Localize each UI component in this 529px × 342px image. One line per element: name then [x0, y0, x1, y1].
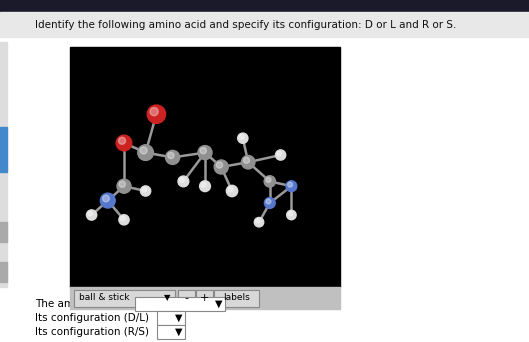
Circle shape [226, 185, 238, 197]
Circle shape [266, 177, 271, 182]
Circle shape [147, 105, 166, 123]
Circle shape [228, 187, 233, 192]
Circle shape [256, 219, 260, 223]
Text: ▼: ▼ [215, 299, 223, 309]
Circle shape [277, 151, 281, 156]
Text: Its configuration (R/S): Its configuration (R/S) [35, 327, 149, 337]
Text: Identify the following amino acid and specify its configuration: D or L and R or: Identify the following amino acid and sp… [35, 20, 457, 30]
Circle shape [243, 157, 250, 163]
Text: Its configuration (D/L): Its configuration (D/L) [35, 313, 149, 323]
Circle shape [101, 193, 115, 208]
Circle shape [288, 182, 293, 187]
Bar [0, 42, 7, 287]
Circle shape [178, 176, 189, 187]
Bar [0, 12, 529, 37]
FancyBboxPatch shape [74, 289, 175, 306]
Circle shape [103, 195, 110, 202]
Circle shape [200, 147, 206, 154]
Text: The amino acid is: The amino acid is [35, 299, 127, 309]
Circle shape [201, 182, 206, 187]
FancyBboxPatch shape [135, 297, 225, 311]
Text: -: - [184, 293, 188, 303]
Circle shape [119, 215, 129, 225]
Circle shape [119, 181, 125, 187]
Circle shape [118, 137, 125, 144]
Circle shape [116, 135, 132, 151]
Circle shape [140, 147, 147, 154]
Text: ▼: ▼ [175, 313, 183, 323]
Circle shape [168, 152, 174, 159]
Circle shape [117, 179, 131, 193]
Circle shape [138, 145, 153, 160]
Circle shape [142, 187, 147, 192]
Text: labels: labels [223, 293, 249, 303]
FancyBboxPatch shape [157, 325, 185, 339]
Bar [0, 127, 7, 172]
Bar [0, 262, 7, 282]
Circle shape [264, 198, 275, 208]
Circle shape [238, 133, 248, 143]
Circle shape [276, 150, 286, 160]
Circle shape [214, 160, 228, 174]
Circle shape [199, 181, 211, 192]
Text: +: + [199, 293, 208, 303]
Circle shape [150, 107, 158, 116]
Text: ball & stick: ball & stick [79, 293, 130, 303]
Bar [70, 47, 340, 287]
Circle shape [166, 150, 180, 165]
Circle shape [86, 210, 97, 220]
Circle shape [239, 134, 244, 139]
Circle shape [286, 181, 297, 192]
Circle shape [264, 176, 276, 187]
Bar [0, 0, 529, 12]
Circle shape [254, 218, 264, 227]
Text: ▼: ▼ [164, 293, 170, 303]
Circle shape [241, 156, 255, 169]
Bar [70, 287, 340, 309]
Circle shape [266, 199, 271, 204]
FancyBboxPatch shape [214, 289, 259, 306]
Circle shape [141, 186, 151, 196]
Circle shape [287, 210, 296, 220]
FancyBboxPatch shape [157, 311, 185, 325]
FancyBboxPatch shape [178, 289, 195, 306]
Text: ▼: ▼ [175, 327, 183, 337]
Circle shape [198, 146, 212, 160]
Circle shape [288, 212, 293, 216]
FancyBboxPatch shape [196, 289, 213, 306]
Circle shape [180, 177, 185, 182]
Circle shape [216, 162, 223, 168]
Circle shape [121, 216, 125, 221]
Circle shape [88, 211, 93, 216]
Bar [0, 222, 7, 242]
